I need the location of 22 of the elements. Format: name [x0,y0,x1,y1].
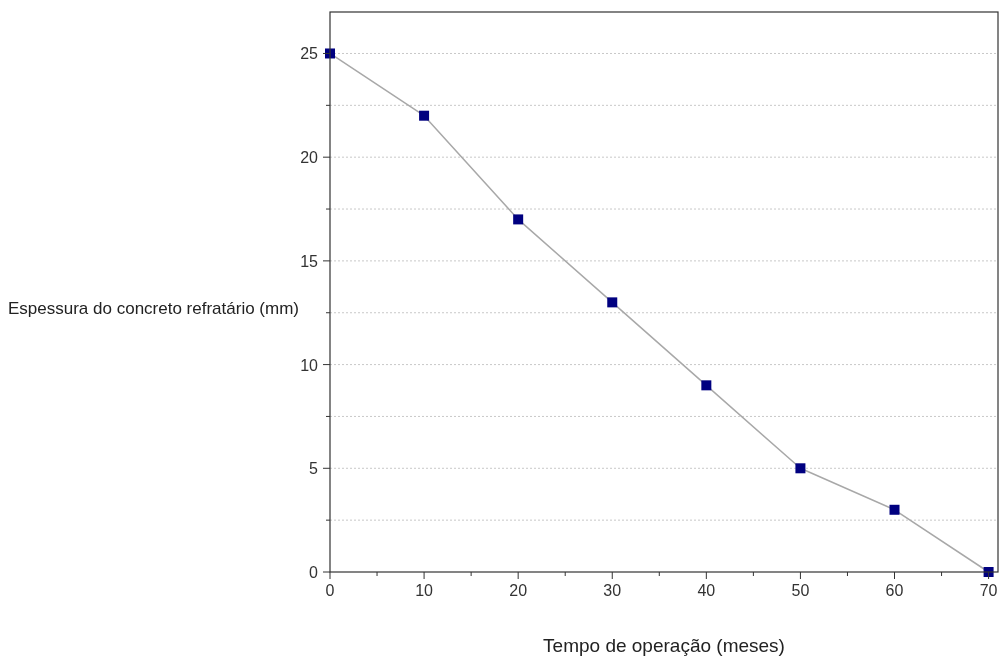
x-tick-label: 40 [697,582,716,599]
y-tick-label: 0 [309,564,319,581]
point [513,214,524,225]
x-tick-label: 10 [415,582,434,599]
point [419,110,430,121]
x-tick-label: 20 [509,582,528,599]
point [701,380,712,391]
y-tick-label: 5 [309,460,319,478]
y-tick-label: 15 [300,252,319,270]
x-axis-title: Tempo de operação (meses) [543,635,785,656]
point [607,297,618,308]
x-tick-label: 0 [325,582,335,599]
x-tick-label: 70 [979,582,998,599]
y-tick-label: 25 [300,45,319,63]
x-tick-label: 30 [603,582,622,599]
y-axis-title: Espessura do concreto refratário (mm) [8,298,299,318]
point [795,463,806,474]
x-tick-label: 60 [885,582,904,599]
x-tick-label: 50 [791,582,810,599]
point [889,504,900,515]
y-tick-label: 20 [300,149,319,167]
y-tick-label: 10 [300,356,319,374]
